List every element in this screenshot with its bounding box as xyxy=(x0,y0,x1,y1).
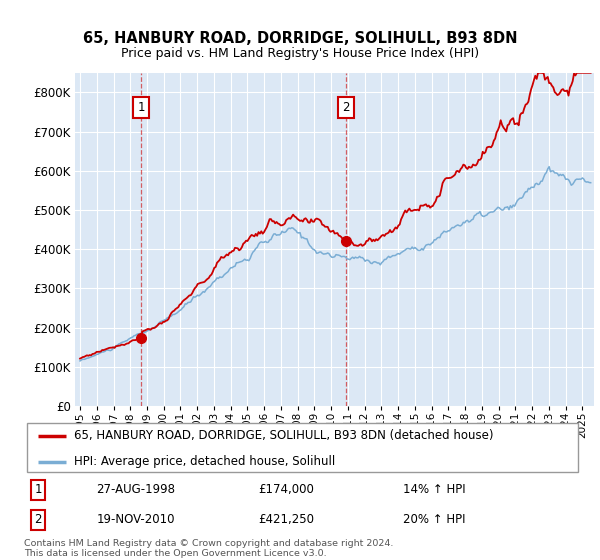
Text: £421,250: £421,250 xyxy=(259,514,314,526)
Text: 1: 1 xyxy=(34,483,42,496)
Text: 20% ↑ HPI: 20% ↑ HPI xyxy=(403,514,466,526)
Text: 2: 2 xyxy=(342,101,350,114)
Text: HPI: Average price, detached house, Solihull: HPI: Average price, detached house, Soli… xyxy=(74,455,335,468)
Text: 65, HANBURY ROAD, DORRIDGE, SOLIHULL, B93 8DN (detached house): 65, HANBURY ROAD, DORRIDGE, SOLIHULL, B9… xyxy=(74,429,494,442)
Text: £174,000: £174,000 xyxy=(259,483,314,496)
Text: 14% ↑ HPI: 14% ↑ HPI xyxy=(403,483,466,496)
Text: Price paid vs. HM Land Registry's House Price Index (HPI): Price paid vs. HM Land Registry's House … xyxy=(121,46,479,60)
Text: 2: 2 xyxy=(34,514,42,526)
Text: Contains HM Land Registry data © Crown copyright and database right 2024.
This d: Contains HM Land Registry data © Crown c… xyxy=(24,539,394,558)
Text: 19-NOV-2010: 19-NOV-2010 xyxy=(97,514,175,526)
Text: 27-AUG-1998: 27-AUG-1998 xyxy=(97,483,176,496)
Text: 65, HANBURY ROAD, DORRIDGE, SOLIHULL, B93 8DN: 65, HANBURY ROAD, DORRIDGE, SOLIHULL, B9… xyxy=(83,31,517,45)
FancyBboxPatch shape xyxy=(27,423,578,472)
Text: 1: 1 xyxy=(137,101,145,114)
